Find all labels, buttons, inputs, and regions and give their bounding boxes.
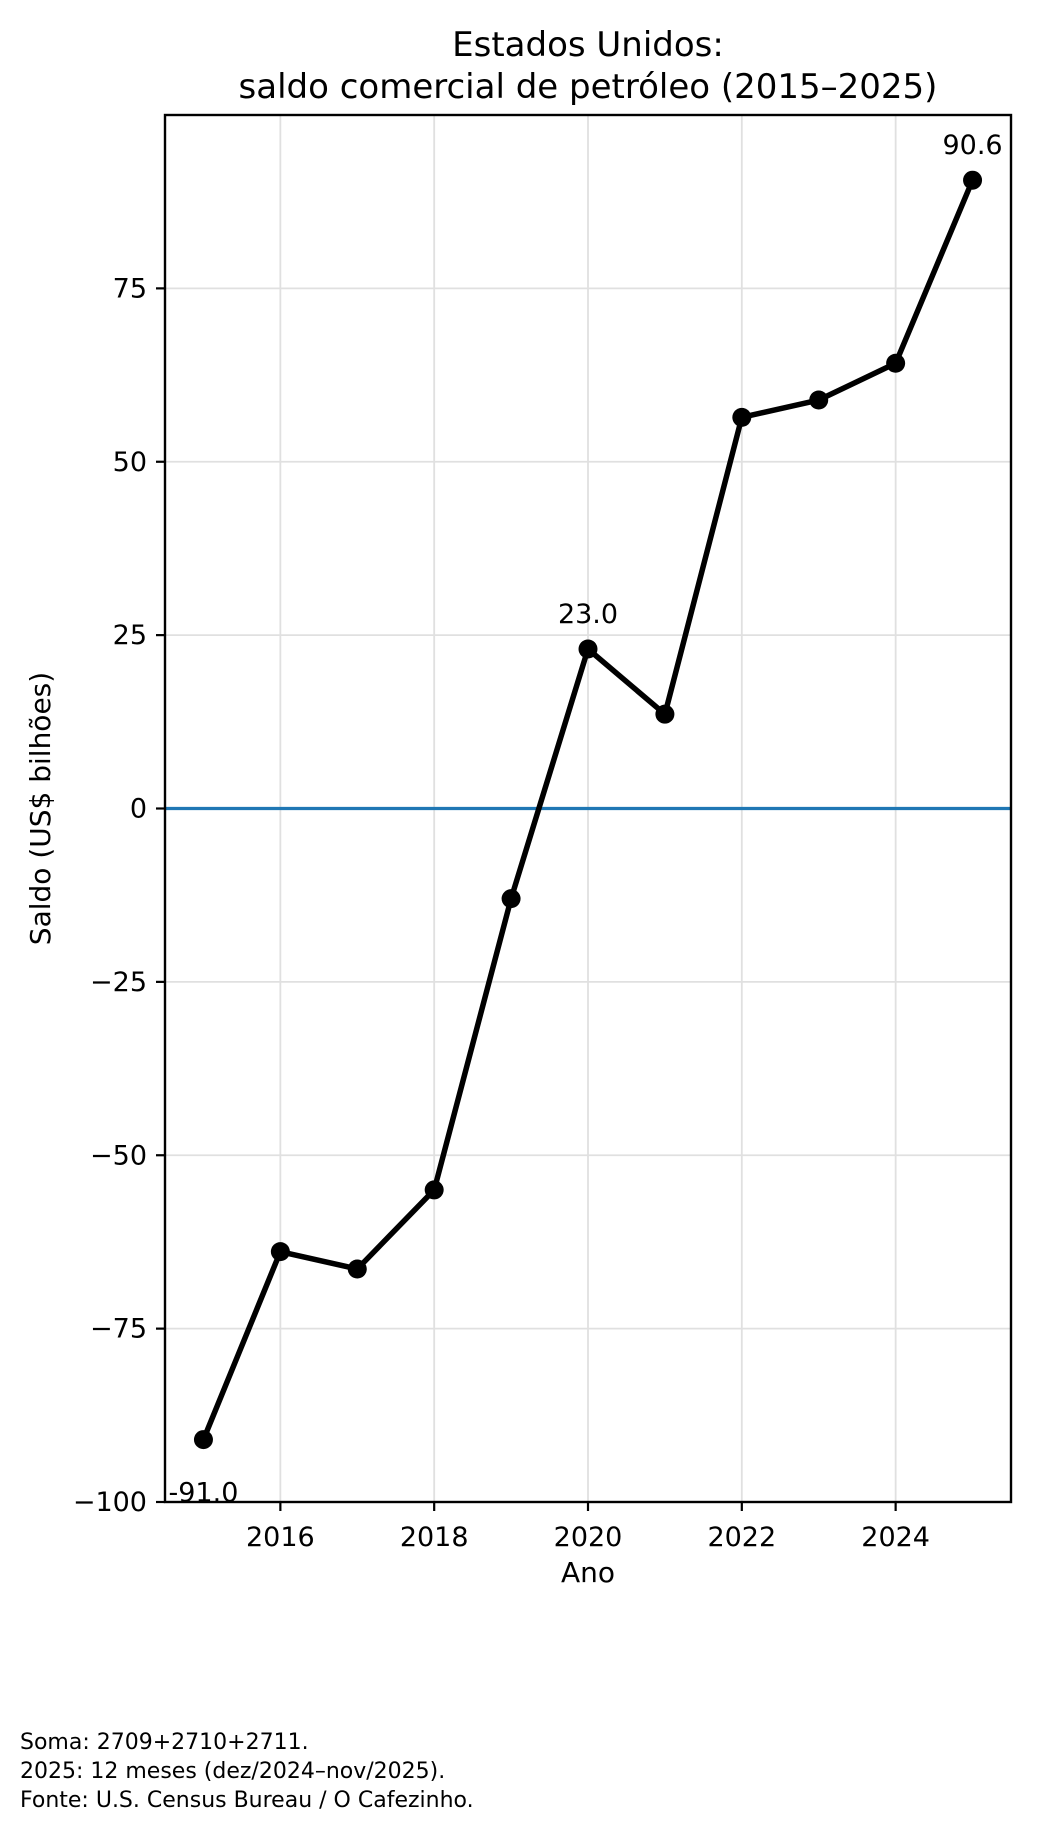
data-point [578, 639, 598, 659]
footnote-soma: Soma: 2709+2710+2711. [20, 1730, 309, 1755]
data-point [963, 170, 983, 190]
data-point [347, 1259, 367, 1279]
footnotes: Soma: 2709+2710+2711. 2025: 12 meses (de… [20, 1728, 474, 1815]
data-point-labels: -91.0 23.0 90.6 [169, 130, 1003, 1508]
y-tick-label: 50 [113, 447, 147, 478]
y-tick-label: −100 [73, 1487, 147, 1518]
data-point [424, 1180, 444, 1200]
footnote-fonte: Fonte: U.S. Census Bureau / O Cafezinho. [20, 1788, 474, 1813]
line-chart: 2016 2018 2020 2022 2024 75 50 25 0 −25 −50 −75 −10… [24, 113, 1013, 1589]
footnote-periodo: 2025: 12 meses (dez/2024–nov/2025). [20, 1759, 446, 1784]
data-value-label: -91.0 [169, 1478, 239, 1509]
y-tick-label: 75 [113, 273, 147, 304]
y-tick-label: 0 [130, 794, 147, 825]
axis-ticks [156, 287, 897, 1511]
data-point [809, 390, 829, 410]
x-tick-label: 2020 [554, 1522, 623, 1553]
y-tick-labels: 75 50 25 0 −25 −50 −75 −100 [73, 273, 147, 1518]
y-tick-label: −25 [90, 967, 147, 998]
x-tick-label: 2024 [861, 1522, 930, 1553]
x-tick-label: 2018 [400, 1522, 469, 1553]
x-tick-labels: 2016 2018 2020 2022 2024 [246, 1522, 930, 1553]
y-tick-label: −75 [90, 1314, 147, 1345]
data-point [732, 407, 752, 427]
y-tick-label: −50 [90, 1140, 147, 1171]
data-point [501, 889, 521, 909]
chart-title-line2: saldo comercial de petróleo (2015–2025) [238, 67, 938, 107]
y-tick-label: 25 [113, 620, 147, 651]
data-point-markers [193, 170, 983, 1450]
data-point [193, 1430, 213, 1450]
x-tick-label: 2022 [707, 1522, 776, 1553]
chart-title: Estados Unidos: saldo comercial de petró… [165, 24, 1011, 108]
plot-border [163, 113, 1013, 1504]
data-point [886, 353, 906, 373]
data-point [270, 1242, 290, 1262]
x-tick-label: 2016 [246, 1522, 315, 1553]
data-point [655, 704, 675, 724]
chart-title-line1: Estados Unidos: [452, 25, 724, 65]
x-axis-label: Ano [561, 1556, 615, 1589]
data-value-label: 23.0 [558, 599, 618, 630]
data-value-label: 90.6 [942, 130, 1002, 161]
y-axis-label: Saldo (US$ bilhões) [24, 672, 57, 945]
